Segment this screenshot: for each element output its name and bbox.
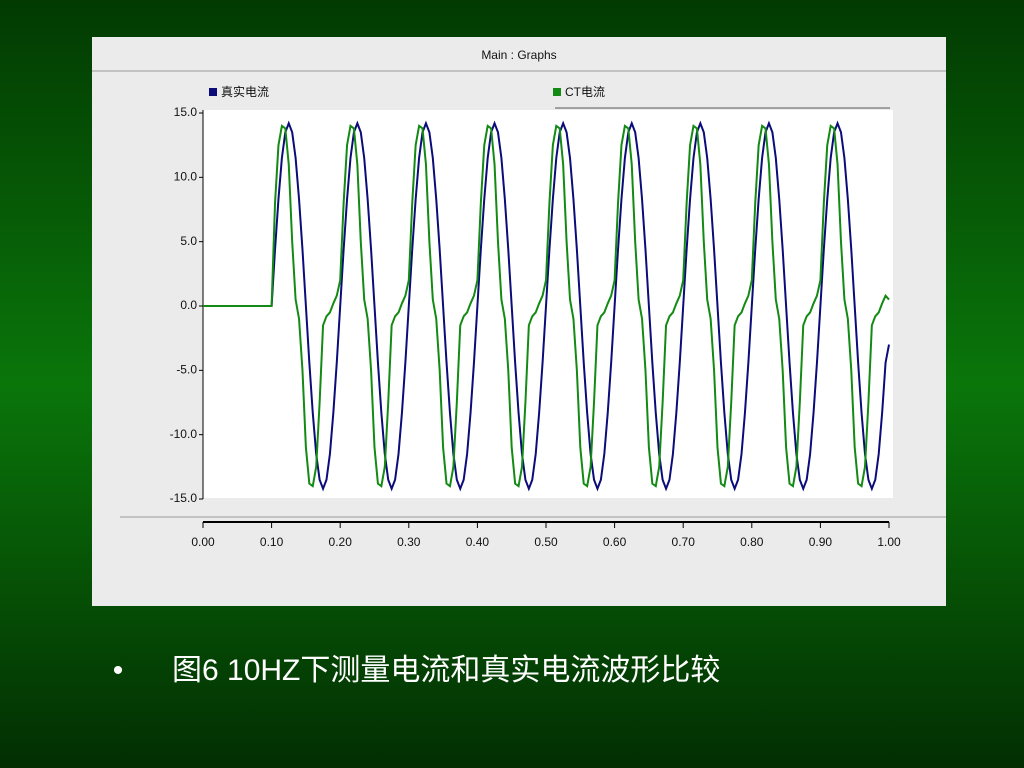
y-tick-label: -15.0 <box>170 491 198 505</box>
y-tick-label: 5.0 <box>180 234 197 248</box>
y-tick-label: -10.0 <box>170 427 198 441</box>
legend-swatch <box>553 88 561 96</box>
x-tick-label: 0.50 <box>534 535 558 549</box>
chart-title: Main : Graphs <box>481 48 556 62</box>
x-tick-label: 0.00 <box>191 535 215 549</box>
y-tick-label: -5.0 <box>176 363 197 377</box>
x-tick-label: 0.10 <box>260 535 284 549</box>
x-tick-label: 0.40 <box>466 535 490 549</box>
x-tick-label: 0.90 <box>809 535 833 549</box>
y-tick-label: 10.0 <box>174 170 198 184</box>
x-tick-label: 1.00 <box>877 535 901 549</box>
x-tick-label: 0.20 <box>329 535 353 549</box>
legend-swatch <box>209 88 217 96</box>
legend-label: 真实电流 <box>221 84 269 99</box>
series-line <box>203 124 890 488</box>
x-tick-label: 0.30 <box>397 535 421 549</box>
bullet: • <box>113 654 124 687</box>
caption: 图6 10HZ下测量电流和真实电流波形比较 <box>172 654 720 687</box>
x-tick-label: 0.80 <box>740 535 764 549</box>
x-tick-label: 0.60 <box>603 535 627 549</box>
y-tick-label: 15.0 <box>174 105 198 119</box>
y-tick-label: 0.0 <box>180 298 197 312</box>
x-tick-label: 0.70 <box>672 535 696 549</box>
legend-label: CT电流 <box>565 85 605 99</box>
